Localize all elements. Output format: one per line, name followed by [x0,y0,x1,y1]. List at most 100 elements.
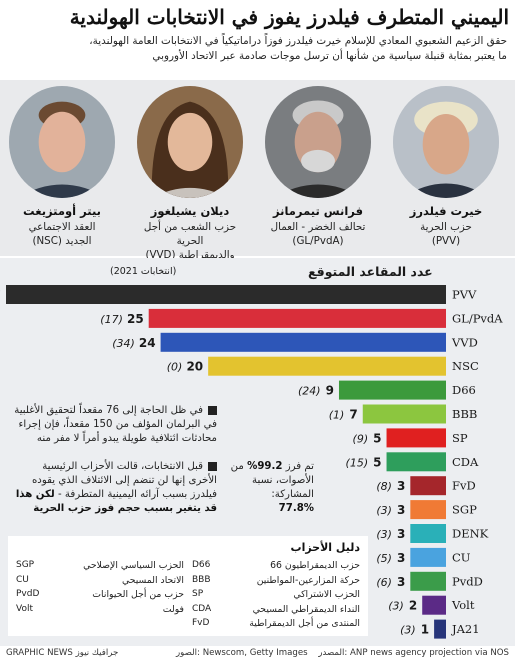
leader-card-yesilgoz: ديلان يشيلغوز حزب الشعب من أجل الحرية وال… [134,86,246,261]
bar-denk [410,524,446,543]
seat-value: 3 [397,503,405,517]
bar-pvdd [410,571,446,591]
leader-name: بيتر أومتزيغت [23,204,101,218]
bar-volt [422,595,446,615]
legend-row: FvD المنتدى من أجل الديمقراطية [192,618,360,633]
legend-row: BBB حركة المزارعين-المواطنين [192,575,360,590]
footer: المصدر: ANP news agency projection via N… [0,646,515,662]
previous-seat-value: (34) [112,337,135,350]
seat-value: 3 [397,479,405,493]
leader-name: فرانس تيمرمانز [273,204,363,218]
portrait-timmermans [265,86,371,198]
legend-column-left: SGP الحزب السياسي الإصلاحي CU الاتحاد المسي… [16,560,184,618]
party-label: D66 [452,383,476,397]
seat-value: 2 [409,599,417,613]
legend-row: Volt فولت [16,604,184,619]
leader-name: ديلان يشيلغوز [150,204,230,218]
previous-election-label: (انتخابات 2021) [110,266,176,277]
seat-value: 25 [127,312,144,326]
headline: اليميني المتطرف فيلدرز يفوز في الانتخابا… [69,5,509,29]
image-credit: الصور: Newscom, Getty Images [176,648,308,658]
bar-vvd [160,332,446,352]
seat-value: 37 [0,288,1,302]
legend-full-name: حزب من أجل الحيوانات [92,589,184,600]
portrait-omtzigt [9,86,115,198]
party-legend: دليل الأحزاب D66 حزب الديمقراطيون 66 BBB حر… [8,536,368,636]
chart-title: عدد المقاعد المتوقع [308,264,433,279]
legend-full-name: الاتحاد المسيحي [121,574,184,586]
legend-row: PvdD حزب من أجل الحيوانات [16,589,184,604]
legend-full-name: النداء الديمقراطي المسيحي [252,603,360,615]
previous-seat-value: (3) [376,504,392,517]
party-label: PVV [452,288,477,302]
previous-seat-value: (3) [376,528,392,541]
leader-card-wilders: خيرت فيلدرز حزب الحرية (PVV) [390,86,502,256]
legend-full-name: حزب الديمقراطيون 66 [270,560,360,571]
party-label: JA21 [451,622,480,636]
turnout-value: 77.8% [278,503,314,514]
source-credit: المصدر: ANP news agency projection via N… [318,648,509,658]
legend-full-name: فولت [162,603,184,615]
legend-row: CU الاتحاد المسيحي [16,575,184,590]
bar-bbb [362,404,446,424]
party-label: Volt [451,598,475,612]
legend-abbr: Volt [16,603,33,614]
legend-row: SGP الحزب السياسي الإصلاحي [16,560,184,575]
brand-credit: GRAPHIC NEWS جرافيك نيوز [6,648,119,658]
note-votes-counted: تم فرز 99.2% من الأصوات، نسبة المشاركة: … [230,461,314,514]
party-label: GL/PvdA [452,311,503,325]
seat-projection-panel: عدد المقاعد المتوقع(انتخابات 2021)PVV37(… [0,258,515,646]
leader-name: خيرت فيلدرز [409,204,483,218]
legend-abbr: SP [192,589,204,599]
previous-seat-value: (15) [346,456,369,469]
legend-row: D66 حزب الديمقراطيون 66 [192,560,360,575]
leader-card-timmermans: فرانس تيمرمانز تحالف الخضر - العمال (GL/P… [262,86,374,256]
note-majority: في ظل الحاجة إلى 76 مقعداً لتحقيق الأغلب… [14,405,217,444]
bullet-square-icon [208,405,217,415]
legend-abbr: CU [16,574,29,585]
previous-seat-value: (8) [376,480,392,493]
previous-seat-value: (0) [167,361,183,374]
party-label: PvdD [452,574,483,588]
seat-value: 5 [373,455,381,469]
seat-value: 20 [186,360,203,374]
leader-party: حزب الشعب من أجل الحرية والديمقراطية (VVD… [143,221,237,261]
party-label: CU [452,550,471,564]
intro-line-2: ما يعتبر بمثابة قنبلة سياسية من شأنها أن… [152,50,507,62]
party-label: NSC [452,359,479,373]
intro-line-1: حقق الزعيم الشعبوي المعادي للإسلام خيرت … [89,35,507,47]
party-label: VVD [451,335,478,349]
previous-seat-value: (3) [388,600,404,613]
previous-seat-value: (6) [376,576,392,589]
previous-seat-value: (24) [298,385,321,398]
previous-seat-value: (1) [329,409,345,422]
seat-value: 7 [349,408,357,422]
legend-row: SP الحزب الاشتراكي [192,589,360,604]
note-coalition: قبل الانتخابات، قالت الأحزاب الرئيسية ال… [15,461,217,514]
seat-value: 3 [397,527,405,541]
seat-value: 3 [397,575,405,589]
previous-seat-value: (17) [100,313,123,326]
party-label: SP [452,431,468,445]
legend-full-name: المنتدى من أجل الديمقراطية [249,618,360,629]
legend-abbr: CDA [192,603,212,614]
legend-full-name: الحزب السياسي الإصلاحي [83,560,184,571]
seat-projection-chart: عدد المقاعد المتوقع(انتخابات 2021)PVV37(… [0,264,503,639]
portrait-wilders [393,86,499,198]
bar-cda [386,452,446,472]
leader-party: حزب الحرية (PVV) [420,221,472,247]
seat-value: 3 [397,551,405,565]
leader-party: تحالف الخضر - العمال (GL/PvdA) [270,221,366,247]
seat-value: 24 [139,336,156,350]
legend-column-right: D66 حزب الديمقراطيون 66 BBB حركة المزارعين-… [192,560,360,633]
legend-abbr: FvD [192,618,210,628]
intro-text: حقق الزعيم الشعبوي المعادي للإسلام خيرت … [6,34,507,64]
bar-sp [386,428,446,448]
bar-d66 [338,380,446,400]
previous-seat-value: (3) [400,624,416,637]
note-coalition-emphasis: لكن هذا قد يتغير بسبب حجم فوز حزب الحرية [15,489,217,514]
legend-abbr: D66 [192,560,211,570]
previous-seat-value: (9) [353,432,369,445]
legend-full-name: حركة المزارعين-المواطنين [256,574,360,586]
seat-value: 5 [373,431,381,445]
